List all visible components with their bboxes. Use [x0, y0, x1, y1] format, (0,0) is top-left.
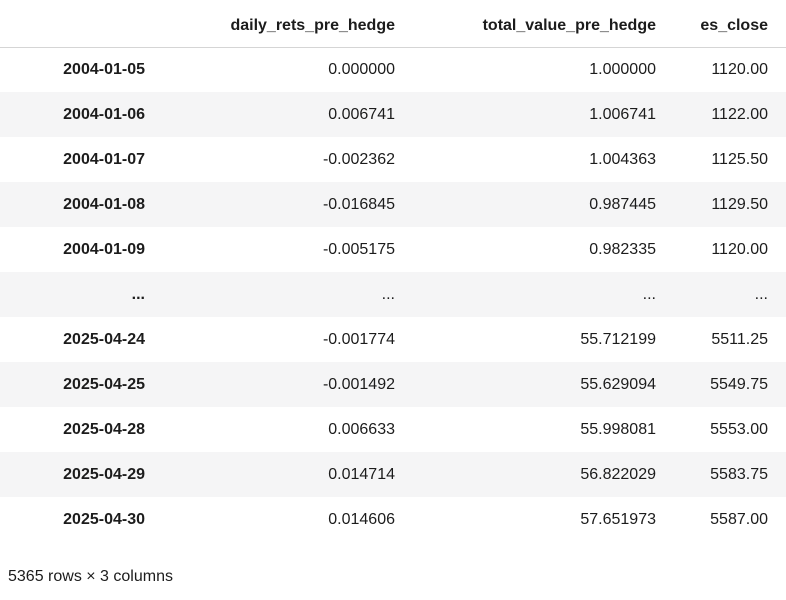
- table-cell: -0.001774: [322, 330, 395, 348]
- table-cell: 5587.00: [710, 510, 768, 528]
- table-cell: 5583.75: [710, 465, 768, 483]
- row-index-cell: 2025-04-29: [63, 465, 145, 483]
- row-index-cell: 2004-01-08: [63, 195, 145, 213]
- row-index-cell: 2025-04-28: [63, 420, 145, 438]
- row-index-cell: 2004-01-07: [63, 150, 145, 168]
- table-row: 2004-01-07 -0.002362 1.004363 1125.50: [0, 137, 786, 182]
- table-cell: 0.987445: [589, 195, 656, 213]
- table-row: 2004-01-09 -0.005175 0.982335 1120.00: [0, 227, 786, 272]
- dataframe-shape-summary: 5365 rows × 3 columns: [8, 568, 173, 585]
- table-cell: 5549.75: [710, 375, 768, 393]
- table-row: 2004-01-05 0.000000 1.000000 1120.00: [0, 47, 786, 92]
- table-cell: 1.000000: [589, 60, 656, 78]
- table-row: 2004-01-06 0.006741 1.006741 1122.00: [0, 92, 786, 137]
- table-cell: 1120.00: [711, 240, 768, 258]
- table-cell: 0.982335: [589, 240, 656, 258]
- table-cell: 0.014714: [328, 465, 395, 483]
- table-cell: 57.651973: [580, 510, 656, 528]
- row-index-cell: 2004-01-05: [63, 60, 145, 78]
- table-cell: -0.016845: [322, 195, 395, 213]
- row-index-cell: 2004-01-06: [63, 105, 145, 123]
- table-cell: 5553.00: [710, 420, 768, 438]
- table-cell: 55.998081: [580, 420, 656, 438]
- table-cell: 0.006741: [328, 105, 395, 123]
- row-index-cell: 2004-01-09: [63, 240, 145, 258]
- column-header-es-close: es_close: [656, 6, 786, 48]
- table-row: 2025-04-25 -0.001492 55.629094 5549.75: [0, 362, 786, 407]
- table-cell: -0.005175: [322, 240, 395, 258]
- table-cell: 1120.00: [711, 60, 768, 78]
- table-cell: -0.001492: [322, 375, 395, 393]
- table-cell: ...: [754, 285, 768, 303]
- table-cell: 55.629094: [580, 375, 656, 393]
- dataframe-header: daily_rets_pre_hedge total_value_pre_hed…: [0, 6, 786, 48]
- table-cell: 1122.00: [711, 105, 768, 123]
- table-row: 2025-04-29 0.014714 56.822029 5583.75: [0, 452, 786, 497]
- table-cell: 1125.50: [711, 150, 768, 168]
- table-row: 2025-04-24 -0.001774 55.712199 5511.25: [0, 317, 786, 362]
- table-cell: 5511.25: [711, 330, 768, 348]
- row-index-cell: 2025-04-25: [63, 375, 145, 393]
- table-cell: 0.006633: [328, 420, 395, 438]
- row-index-cell: 2025-04-30: [63, 510, 145, 528]
- row-index-cell: ...: [131, 285, 145, 303]
- table-cell: -0.002362: [322, 150, 395, 168]
- table-cell: ...: [642, 285, 656, 303]
- table-cell: 1.004363: [589, 150, 656, 168]
- column-header-daily-rets-pre-hedge: daily_rets_pre_hedge: [145, 6, 395, 48]
- header-row: daily_rets_pre_hedge total_value_pre_hed…: [0, 6, 786, 48]
- column-header-total-value-pre-hedge: total_value_pre_hedge: [395, 6, 656, 48]
- table-cell: 1.006741: [589, 105, 656, 123]
- table-row: 2004-01-08 -0.016845 0.987445 1129.50: [0, 182, 786, 227]
- dataframe-body: 2004-01-05 0.000000 1.000000 1120.00 2004-01…: [0, 47, 786, 542]
- table-cell: 0.014606: [328, 510, 395, 528]
- table-cell: ...: [381, 285, 395, 303]
- table-row: 2025-04-30 0.014606 57.651973 5587.00: [0, 497, 786, 542]
- table-cell: 0.000000: [328, 60, 395, 78]
- row-index-cell: 2025-04-24: [63, 330, 145, 348]
- table-cell: 55.712199: [580, 330, 656, 348]
- table-cell: 1129.50: [711, 195, 768, 213]
- index-column-header: [0, 6, 145, 48]
- table-cell: 56.822029: [580, 465, 656, 483]
- table-row: ............: [0, 272, 786, 317]
- dataframe-table: daily_rets_pre_hedge total_value_pre_hed…: [0, 6, 786, 542]
- table-row: 2025-04-28 0.006633 55.998081 5553.00: [0, 407, 786, 452]
